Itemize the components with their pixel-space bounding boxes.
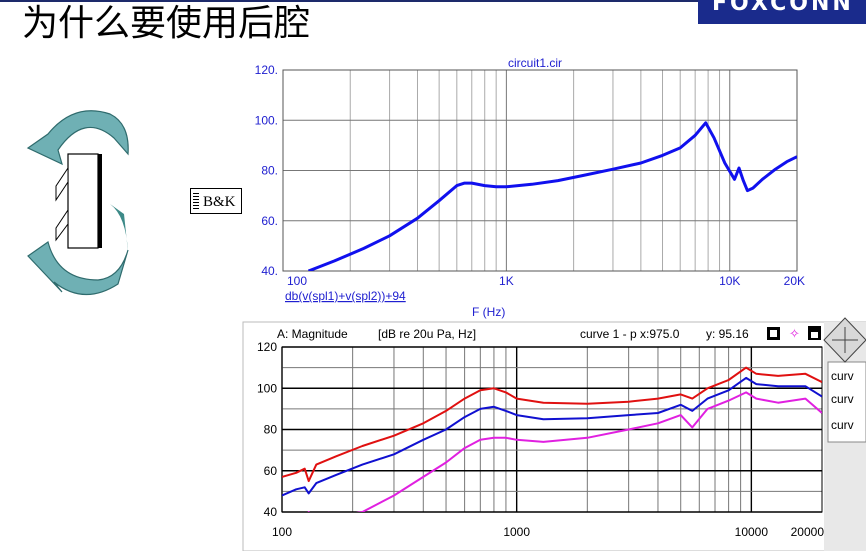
chart2-legend-box <box>827 361 866 443</box>
chart2-cursor-y: y: 95.16 <box>706 327 749 341</box>
x-tick-label: 10000 <box>735 525 769 539</box>
page-title: 为什么要使用后腔 <box>22 3 311 44</box>
y-tick-label: 60. <box>261 214 278 228</box>
y-tick-label: 60 <box>264 464 278 478</box>
series-line-1 <box>282 366 822 483</box>
y-tick-label: 120. <box>255 63 278 77</box>
brand-logo: FOXCONN <box>698 0 866 24</box>
series-line-3 <box>307 391 822 512</box>
chart2-window <box>242 321 866 551</box>
stop-icon-inner <box>770 330 777 337</box>
series-line-2 <box>282 376 822 497</box>
chart2-units: [dB re 20u Pa, Hz] <box>378 327 476 341</box>
chart1-xlabel: F (Hz) <box>472 305 505 319</box>
x-tick-label: 10K <box>719 274 740 288</box>
y-tick-label: 40 <box>264 505 278 519</box>
plot-frame <box>282 69 798 272</box>
x-tick-label: 1000 <box>503 525 530 539</box>
cursor-star-icon[interactable]: ✧ <box>789 327 800 342</box>
x-tick-label: 20000 <box>791 525 825 539</box>
chart1-series-label: db(v(spl1)+v(spl2))+94 <box>285 289 406 303</box>
chart2-cursor-readout: curve 1 - p x:975.0 <box>580 327 680 341</box>
y-tick-label: 80. <box>261 164 278 178</box>
series-line-1 <box>307 121 797 271</box>
chart2-title: A: Magnitude <box>277 327 348 341</box>
y-tick-label: 100. <box>255 113 278 127</box>
y-tick-label: 100 <box>257 381 277 395</box>
x-tick-label: 1K <box>499 274 514 288</box>
legend-entry-1: curv <box>831 369 854 383</box>
bk-grip-icon <box>193 193 199 209</box>
x-tick-label: 20K <box>784 274 805 288</box>
plot-frame <box>281 346 823 513</box>
legend-entry-3: curv <box>831 418 854 432</box>
x-tick-label: 100 <box>287 274 307 288</box>
bk-label-box: B&K <box>190 188 242 214</box>
y-tick-label: 40. <box>261 264 278 278</box>
title-rule <box>0 0 866 2</box>
navigation-cross-icon <box>832 327 858 353</box>
x-tick-label: 100 <box>272 525 292 539</box>
chart1-title: circuit1.cir <box>508 56 562 70</box>
bk-label: B&K <box>203 194 236 210</box>
brand-logo-text: FOXCONN <box>712 0 854 16</box>
y-tick-label: 120 <box>257 340 277 354</box>
back-cavity-speaker-icon <box>26 110 129 296</box>
lock-icon-body <box>811 332 818 338</box>
legend-entry-2: curv <box>831 392 854 406</box>
y-tick-label: 80 <box>264 423 278 437</box>
